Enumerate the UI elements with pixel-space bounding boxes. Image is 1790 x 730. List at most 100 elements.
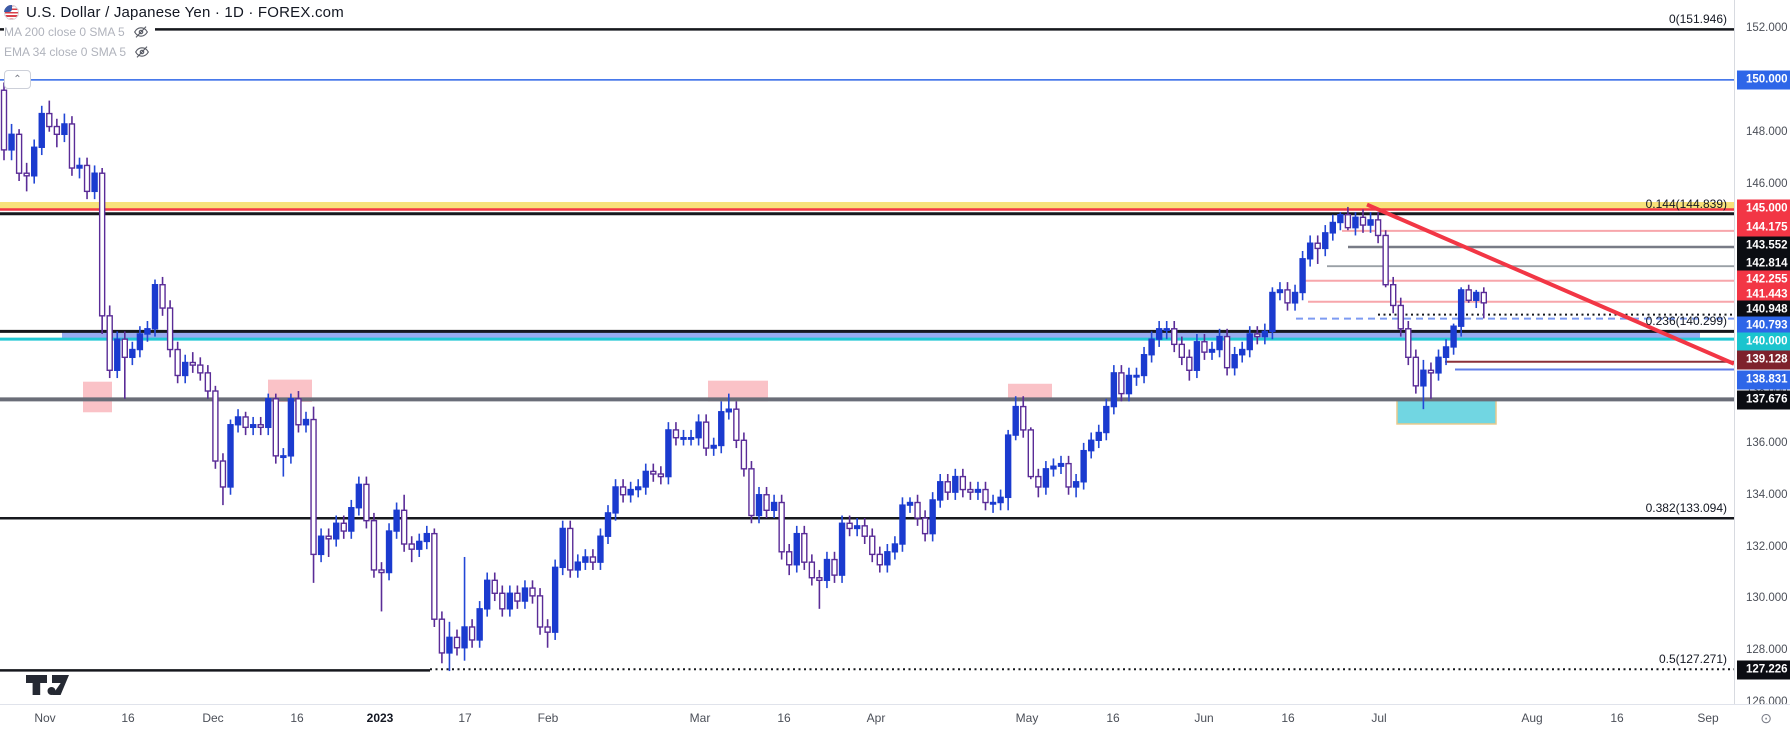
candle-up[interactable] [793,525,800,573]
candle-up[interactable] [1110,365,1118,415]
candlestick-plot[interactable] [0,0,1734,704]
candle-up[interactable] [265,393,272,436]
candle-down[interactable] [567,520,574,578]
candle-down[interactable] [68,116,76,176]
candle-down[interactable] [1020,396,1027,438]
candle-up[interactable] [1306,235,1314,267]
candle-down[interactable] [408,536,415,563]
candle-up[interactable] [1420,359,1427,410]
eye-off-icon[interactable] [134,44,150,60]
candle-up[interactable] [1269,287,1276,340]
candle-down[interactable] [1427,362,1435,399]
candle-down[interactable] [1405,321,1412,366]
candle-down[interactable] [846,515,853,537]
candle-down[interactable] [1027,427,1035,480]
candle-up[interactable] [234,409,242,433]
candle-up[interactable] [1072,474,1080,498]
candle-up[interactable] [989,494,997,513]
candle-up[interactable] [227,419,234,495]
candle-up[interactable] [551,559,559,640]
candle-down[interactable] [1186,349,1193,381]
candle-up[interactable] [687,429,695,446]
candle-down[interactable] [1223,328,1231,376]
candle-down[interactable] [121,331,129,399]
candle-down[interactable] [786,544,793,576]
eye-off-icon[interactable] [133,24,149,40]
candle-up[interactable] [710,437,717,456]
candle-down[interactable] [1314,235,1321,264]
candle-up[interactable] [1442,339,1450,366]
candle-up[interactable] [974,481,982,500]
candle-up[interactable] [423,525,430,550]
price-axis[interactable]: 152.000148.000146.000138.000136.000134.0… [1734,0,1790,708]
candle-up[interactable] [249,416,257,436]
candle-down[interactable] [106,305,113,379]
indicator-legend-ema34[interactable]: EMA 34 close 0 SMA 5 [4,43,157,61]
candle-down[interactable] [816,569,823,609]
time-axis[interactable]: ⊙ Nov 16 Dec 16 2023 17 Feb Mar 16 Apr May 16 Jun 16 J… [0,704,1790,730]
candle-up[interactable] [1042,461,1050,495]
candle-down[interactable] [491,572,498,602]
candle-up[interactable] [997,489,1004,511]
candle-up[interactable] [1163,321,1170,340]
candle-up[interactable] [1261,323,1269,345]
candle-up[interactable] [393,502,400,539]
candle-down[interactable] [363,476,370,529]
candle-down[interactable] [1171,321,1178,353]
candle-up[interactable] [280,448,287,477]
candle-down[interactable] [400,494,408,552]
candle-down[interactable] [589,549,597,570]
candle-up[interactable] [1057,455,1065,475]
candle-down[interactable] [529,580,536,604]
collapse-indicators-button[interactable]: ⌃ [4,70,31,89]
candle-down[interactable] [1389,276,1397,314]
candle-up[interactable] [333,515,340,547]
candle-down[interactable] [295,391,302,433]
candle-up[interactable] [612,479,619,521]
candle-down[interactable] [1344,206,1352,231]
candle-down[interactable] [257,416,264,436]
candle-up[interactable] [385,523,393,581]
candle-up[interactable] [1238,341,1246,363]
candle-down[interactable] [204,365,212,399]
candle-up[interactable] [1473,289,1480,309]
candle-down[interactable] [1374,212,1382,244]
candle-down[interactable] [536,588,544,635]
candle-up[interactable] [635,479,642,498]
tradingview-logo[interactable] [25,674,71,696]
candle-down[interactable] [468,619,476,648]
candle-up[interactable] [1208,341,1216,360]
candle-up[interactable] [1095,424,1102,449]
candle-down[interactable] [619,479,627,503]
candle-up[interactable] [355,476,363,516]
candle-up[interactable] [665,422,672,485]
candle-up[interactable] [302,411,310,433]
candle-down[interactable] [325,528,332,557]
candle-up[interactable] [899,497,906,552]
candle-down[interactable] [98,168,106,334]
candle-up[interactable] [521,580,529,609]
candle-down[interactable] [778,494,785,560]
candle-up[interactable] [853,518,861,537]
candle-down[interactable] [499,585,506,617]
candle-down[interactable] [748,461,755,524]
candle-up[interactable] [416,533,423,557]
candle-down[interactable] [53,118,61,148]
candle-up[interactable] [929,492,936,542]
candle-down[interactable] [83,157,91,200]
candle-down[interactable] [1397,297,1404,337]
candle-down[interactable] [959,468,967,498]
candle-up[interactable] [1155,321,1163,347]
candle-up[interactable] [38,105,45,156]
candle-down[interactable] [174,341,181,384]
candle-up[interactable] [559,520,566,576]
candle-down[interactable] [159,276,166,316]
candle-up[interactable] [181,354,189,384]
candle-up[interactable] [680,429,687,446]
candle-up[interactable] [76,157,83,179]
candle-up[interactable] [1367,212,1374,233]
candle-up[interactable] [1133,367,1140,386]
candle-down[interactable] [1201,333,1208,360]
candle-down[interactable] [650,463,657,482]
candle-up[interactable] [506,585,514,617]
